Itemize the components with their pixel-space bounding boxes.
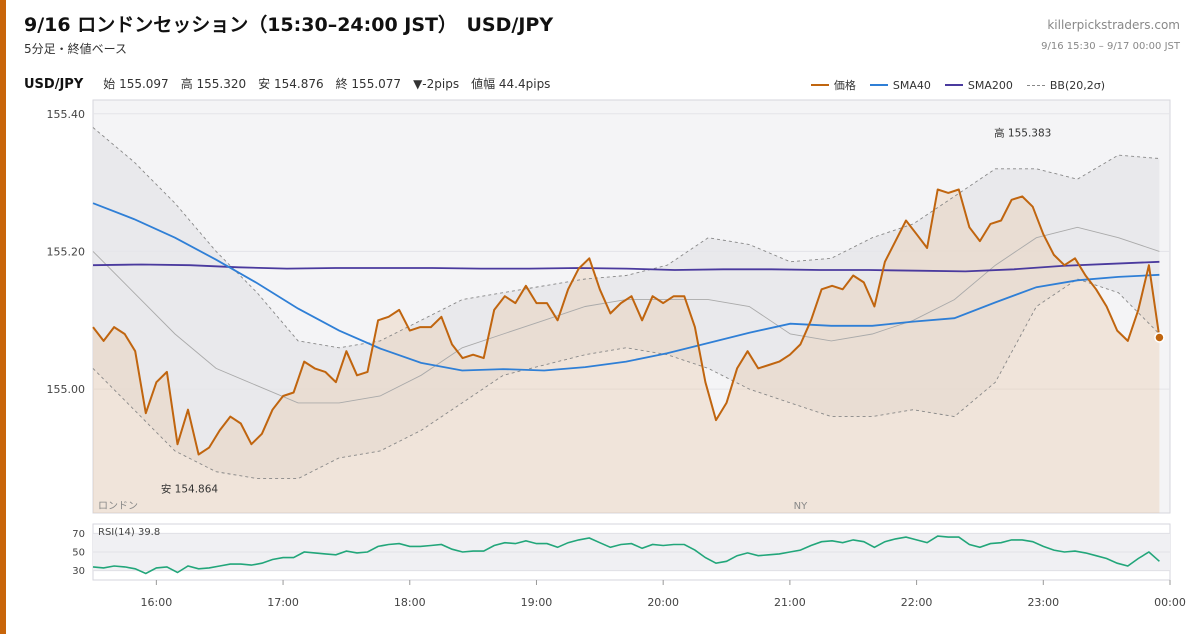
- y-tick-label: 155.20: [47, 245, 86, 258]
- x-tick-label: 17:00: [267, 596, 299, 609]
- legend-bb-swatch: [1026, 84, 1045, 86]
- rsi-tick-label: 50: [72, 548, 85, 559]
- rsi-label: RSI(14) 39.8: [98, 527, 160, 538]
- low-annotation: 安 154.864: [161, 483, 219, 496]
- legend-sma40-swatch: [869, 84, 888, 86]
- legend-sma40-label: SMA40: [892, 78, 931, 92]
- bb-upper-line: [92, 127, 1160, 349]
- chart-legend: 価格 SMA40 SMA200 BB(20,2σ): [810, 77, 1105, 93]
- bb-lower-line: [92, 278, 1160, 480]
- x-tick-label: 20:00: [647, 596, 679, 609]
- x-tick-label: 16:00: [141, 596, 173, 609]
- change-value: ▼-2pips: [413, 77, 460, 91]
- page-subtitle: 5分足・終値ベース: [24, 42, 128, 56]
- ohlc-summary: USD/JPY 始 155.097 高 155.320 安 154.876 終 …: [24, 75, 550, 92]
- legend-bb-label: BB(20,2σ): [1049, 78, 1105, 92]
- bb-band-fill: [93, 127, 1160, 479]
- range-width-value: 値幅 44.4pips: [471, 77, 551, 91]
- legend-price-label: 価格: [833, 79, 856, 92]
- legend-sma200[interactable]: SMA200: [944, 78, 1013, 92]
- legend-sma40[interactable]: SMA40: [869, 78, 931, 92]
- x-tick-label: 22:00: [901, 596, 933, 609]
- open-value: 始 155.097: [103, 77, 169, 91]
- rsi-line: [92, 535, 1160, 575]
- close-value: 終 155.077: [335, 77, 402, 91]
- page-title: 9/16 ロンドンセッション（15:30–24:00 JST） USD/JPY: [24, 14, 554, 36]
- x-tick-label: 19:00: [521, 596, 553, 609]
- accent-bar: [0, 0, 6, 634]
- y-tick-label: 155.40: [47, 108, 86, 121]
- session-label: ロンドン: [98, 501, 138, 512]
- sma200-line: [92, 260, 1160, 273]
- high-annotation: 高 155.383: [994, 126, 1051, 139]
- legend-price[interactable]: 価格: [810, 77, 856, 93]
- y-tick-label: 155.00: [47, 383, 86, 396]
- time-range: 9/16 15:30 – 9/17 00:00 JST: [1041, 41, 1180, 52]
- price-last-point: [1154, 332, 1165, 343]
- legend-price-swatch: [810, 84, 829, 86]
- x-tick-label: 18:00: [394, 596, 426, 609]
- high-value: 高 155.320: [180, 77, 247, 91]
- site-name: killerpickstraders.com: [1047, 18, 1180, 32]
- legend-bb[interactable]: BB(20,2σ): [1026, 78, 1105, 92]
- x-tick-label: 23:00: [1027, 596, 1059, 609]
- legend-sma200-label: SMA200: [967, 78, 1013, 92]
- sma40-line: [92, 202, 1160, 372]
- low-value: 安 154.876: [258, 77, 324, 91]
- x-tick-label: 00:00: [1154, 596, 1186, 609]
- rsi-tick-label: 30: [72, 566, 85, 577]
- price-line: [92, 188, 1161, 456]
- session-label: NY: [794, 501, 808, 512]
- symbol-label: USD/JPY: [24, 77, 84, 92]
- x-tick-label: 21:00: [774, 596, 806, 609]
- rsi-tick-label: 70: [72, 529, 85, 540]
- legend-sma200-swatch: [944, 84, 963, 86]
